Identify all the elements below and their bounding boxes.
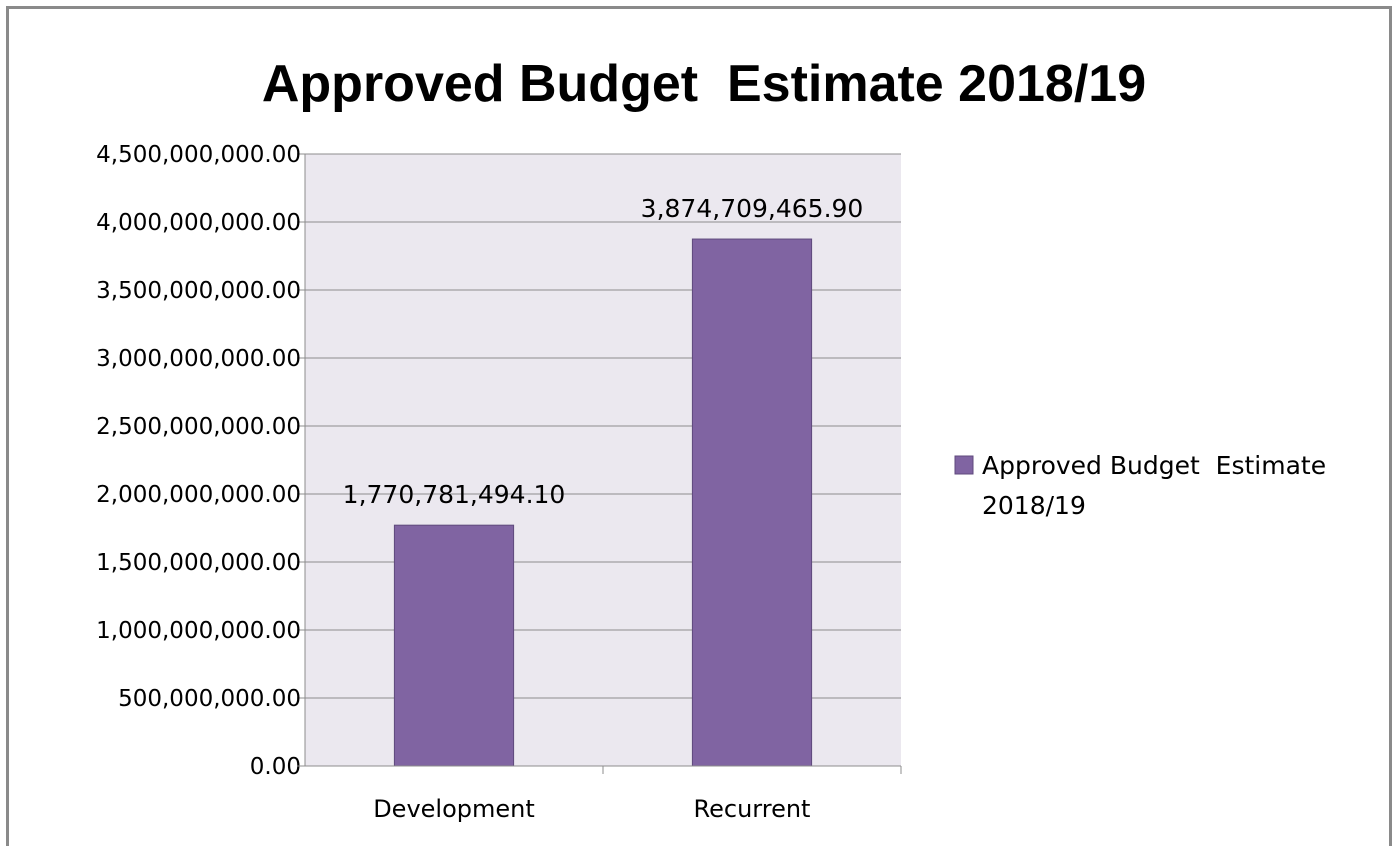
chart-frame: Approved Budget Estimate 2018/19 0.00 500… [6, 6, 1392, 846]
data-label-development: 1,770,781,494.10 [343, 480, 566, 509]
x-category-label: Development [373, 795, 535, 823]
legend-swatch [954, 455, 974, 475]
y-tick-label: 0.00 [250, 754, 301, 780]
y-tick-label: 2,500,000,000.00 [96, 414, 301, 440]
bar-chart: Approved Budget Estimate 2018/19 0.00 500… [96, 55, 1389, 823]
y-tick-label: 1,000,000,000.00 [96, 618, 301, 644]
legend-label-line-2: 2018/19 [982, 491, 1086, 520]
y-tick-label: 3,500,000,000.00 [96, 278, 301, 304]
legend: Approved Budget Estimate 2018/19 [954, 451, 1389, 520]
y-tick-label: 4,500,000,000.00 [96, 142, 301, 168]
bars [393, 238, 813, 767]
y-axis-ticks: 0.00 500,000,000.00 1,000,000,000.00 1,500,… [96, 142, 305, 780]
bar-development [393, 524, 515, 767]
x-category-label: Recurrent [694, 795, 811, 823]
legend-label: Approved Budget Estimate 2018/19 [982, 451, 1389, 520]
legend-label-line-1: Approved Budget Estimate [982, 451, 1326, 480]
y-tick-label: 3,000,000,000.00 [96, 346, 301, 372]
data-labels: 1,770,781,494.10 3,874,709,465.90 [343, 194, 864, 509]
x-axis-categories: Development Recurrent [373, 766, 902, 823]
chart-title: Approved Budget Estimate 2018/19 [262, 55, 1146, 113]
data-label-recurrent: 3,874,709,465.90 [641, 194, 864, 223]
y-tick-label: 2,000,000,000.00 [96, 482, 301, 508]
y-tick-label: 1,500,000,000.00 [96, 550, 301, 576]
bar-recurrent [691, 238, 813, 767]
y-tick-label: 4,000,000,000.00 [96, 210, 301, 236]
y-tick-label: 500,000,000.00 [118, 686, 301, 712]
